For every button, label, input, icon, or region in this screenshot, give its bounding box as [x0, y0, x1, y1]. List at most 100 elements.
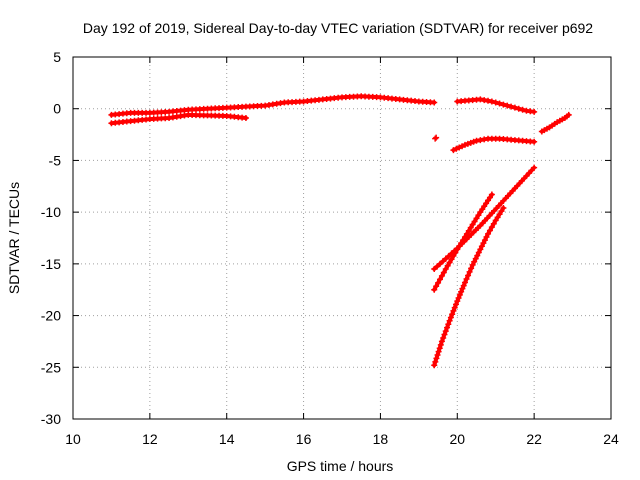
data-point: [454, 246, 461, 253]
data-point: [448, 256, 455, 263]
y-tick-label: -15: [41, 256, 61, 272]
data-point: [468, 265, 475, 272]
data-point: [456, 291, 463, 298]
data-point: [471, 218, 478, 225]
data-point: [461, 233, 468, 240]
data-point: [485, 230, 492, 237]
data-point: [472, 255, 479, 262]
data-point: [488, 191, 495, 198]
data-point: [492, 99, 499, 106]
data-point: [498, 208, 505, 215]
data-point: [469, 221, 476, 228]
x-tick-label: 18: [373, 431, 389, 447]
data-point: [455, 294, 462, 301]
data-point: [483, 233, 490, 240]
data-point: [460, 282, 467, 289]
data-point: [434, 352, 441, 359]
data-point: [438, 338, 445, 345]
data-point: [242, 115, 249, 122]
data-point: [531, 108, 538, 115]
data-point: [500, 101, 507, 108]
data-point: [494, 214, 501, 221]
data-point: [447, 314, 454, 321]
y-tick-label: -5: [49, 152, 62, 168]
data-point: [436, 345, 443, 352]
data-point: [435, 279, 442, 286]
data-point: [473, 215, 480, 222]
chart-title: Day 192 of 2019, Sidereal Day-to-day VTE…: [83, 20, 593, 36]
data-point: [531, 138, 538, 145]
data-point: [496, 211, 503, 218]
data-point: [470, 138, 477, 145]
x-tick-label: 24: [603, 431, 619, 447]
data-point: [511, 104, 518, 111]
data-point: [449, 311, 456, 318]
data-point: [519, 106, 526, 113]
data-point: [446, 259, 453, 266]
x-tick-label: 10: [65, 431, 81, 447]
x-tick-label: 20: [449, 431, 465, 447]
data-point: [475, 249, 482, 256]
x-tick-label: 12: [142, 431, 158, 447]
data-point: [461, 141, 468, 148]
data-point: [438, 272, 445, 279]
data-point: [433, 283, 440, 290]
y-tick-label: -20: [41, 308, 61, 324]
data-point: [464, 140, 471, 147]
data-point: [488, 224, 495, 231]
data-point: [451, 304, 458, 311]
data-point: [467, 224, 474, 231]
data-point: [456, 243, 463, 250]
data-point: [492, 217, 499, 224]
data-point: [496, 100, 503, 107]
data-point: [469, 261, 476, 268]
plot-frame: [72, 56, 612, 420]
y-tick-label: 0: [53, 101, 61, 117]
data-point: [475, 212, 482, 219]
data-point: [437, 341, 444, 348]
data-point: [515, 105, 522, 112]
y-axis-ticks: 5 0 -5 -10 -15 -20 -25 -30: [41, 49, 611, 427]
x-tick-label: 22: [526, 431, 542, 447]
data-point: [432, 358, 439, 365]
data-point: [452, 249, 459, 256]
data-point: [474, 252, 481, 259]
data-point: [478, 243, 485, 250]
data-point: [459, 285, 466, 292]
data-point: [477, 246, 484, 253]
data-point: [461, 279, 468, 286]
data-point: [432, 135, 439, 142]
data-point: [531, 164, 538, 171]
data-point: [471, 258, 478, 265]
data-point: [444, 262, 451, 269]
data-point: [433, 355, 440, 362]
data-point: [431, 286, 438, 293]
data-point: [500, 205, 507, 212]
x-axis-ticks: 10 12 14 16 18 20 22 24: [65, 57, 619, 447]
y-tick-label: -30: [41, 411, 61, 427]
data-point: [440, 334, 447, 341]
data-point: [440, 269, 447, 276]
data-point: [463, 275, 470, 282]
data-points: [108, 93, 572, 369]
data-point: [480, 240, 487, 247]
data-point: [446, 317, 453, 324]
y-axis-label: SDTVAR / TECUs: [6, 182, 22, 294]
y-tick-label: 5: [53, 49, 61, 65]
data-point: [433, 134, 440, 141]
data-point: [504, 102, 511, 109]
data-point: [444, 324, 451, 331]
data-point: [508, 103, 515, 110]
data-point: [450, 252, 457, 259]
data-point: [486, 227, 493, 234]
data-point: [488, 98, 495, 105]
data-point: [458, 288, 465, 295]
x-axis-label: GPS time / hours: [287, 458, 394, 474]
data-point: [431, 99, 438, 106]
data-point: [481, 237, 488, 244]
y-tick-label: -25: [41, 359, 61, 375]
data-point: [460, 237, 467, 244]
data-point: [450, 307, 457, 314]
data-point: [445, 321, 452, 328]
